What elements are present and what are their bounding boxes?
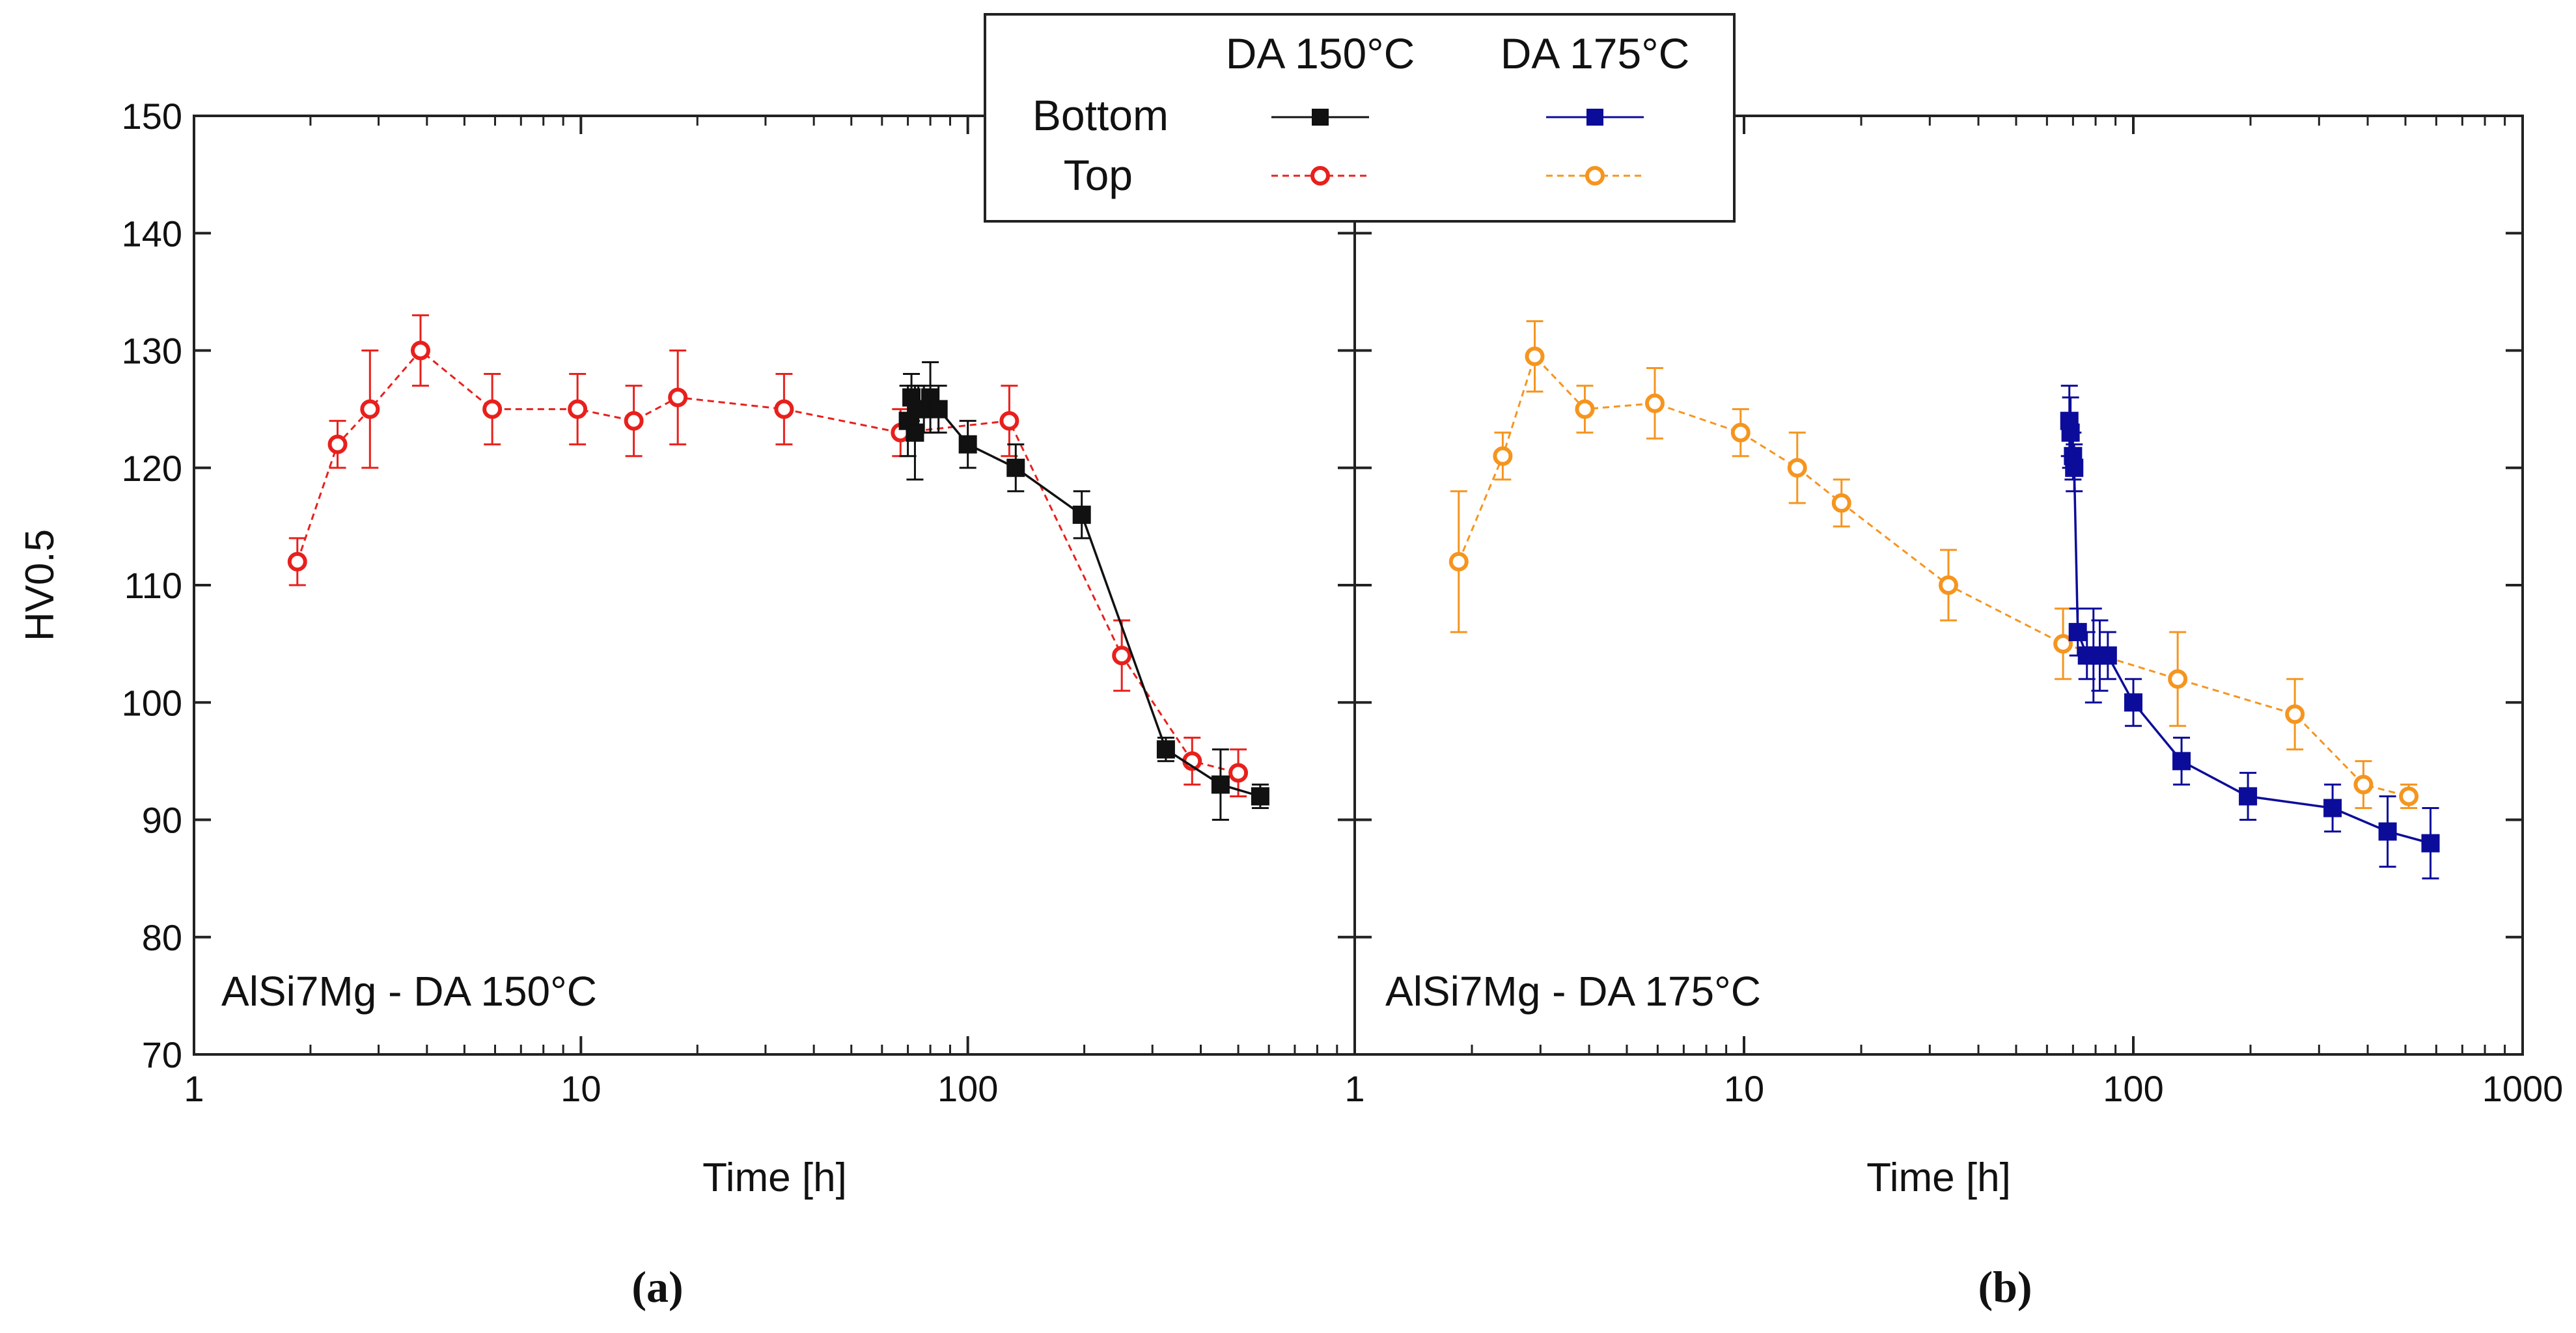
panel-b-annotation: AlSi7Mg - DA 175°C [1385, 968, 1761, 1015]
data-point-top175 [2053, 634, 2073, 654]
legend-row-bottom: Bottom [1032, 91, 1169, 139]
y-tick-label: 150 [122, 96, 182, 137]
legend-marker-bottom175 [1586, 109, 1603, 126]
data-point-top175 [1575, 399, 1595, 419]
legend-marker-top150 [1310, 166, 1330, 186]
x-tick-label: 1 [1344, 1068, 1364, 1109]
panel-a-x-axis-label: Time [h] [702, 1155, 847, 1200]
data-point-bottom150 [929, 400, 948, 419]
y-tick-label: 70 [142, 1034, 182, 1075]
y-tick-label: 100 [122, 682, 182, 723]
x-tick-label: 1 [184, 1068, 204, 1109]
data-point-bottom150 [1156, 740, 1175, 759]
panel-b-axes: 1 10 100 1000 [1344, 115, 2564, 1109]
data-point-bottom175 [2323, 799, 2342, 818]
data-point-bottom150 [1006, 458, 1025, 477]
data-point-top175 [1644, 393, 1665, 413]
data-point-bottom150 [1251, 787, 1269, 806]
panel-b-series [1448, 320, 2440, 880]
data-point-bottom175 [2239, 787, 2258, 806]
data-point-top175 [2353, 775, 2374, 795]
data-point-bottom150 [1072, 505, 1091, 524]
x-tick-label: 10 [1724, 1068, 1764, 1109]
data-point-bottom150 [958, 435, 977, 454]
data-point-top150 [774, 399, 794, 419]
x-tick-label: 10 [561, 1068, 601, 1109]
data-point-top150 [1112, 646, 1132, 666]
data-point-top175 [1448, 551, 1469, 571]
data-point-top150 [410, 340, 430, 361]
data-point-top150 [287, 551, 307, 571]
data-point-top175 [1730, 422, 1751, 443]
series-line-top175 [1458, 354, 2409, 797]
data-point-bottom175 [2068, 623, 2087, 642]
data-point-top150 [668, 387, 688, 407]
data-point-bottom175 [2065, 458, 2084, 477]
y-tick-label: 90 [142, 800, 182, 841]
legend: DA 150°C DA 175°C Bottom Top [984, 13, 1736, 223]
data-point-top175 [1938, 575, 1958, 595]
data-point-top175 [1831, 493, 1851, 513]
data-point-top150 [568, 399, 588, 419]
data-point-top175 [2168, 669, 2188, 689]
y-tick-label: 140 [122, 213, 182, 254]
x-tick-label: 100 [937, 1068, 998, 1109]
legend-col-da175: DA 175°C [1501, 29, 1690, 77]
x-tick-label: 1000 [2482, 1068, 2564, 1109]
panel-a-plot-area [193, 115, 1356, 1056]
y-tick-label: 120 [122, 448, 182, 489]
data-point-bottom175 [2124, 693, 2142, 712]
data-point-top150 [999, 411, 1019, 431]
y-tick-label: 130 [122, 331, 182, 372]
data-point-bottom175 [2098, 646, 2117, 665]
data-point-bottom150 [906, 423, 924, 442]
data-point-top175 [2399, 786, 2419, 806]
data-point-bottom150 [1211, 775, 1230, 794]
legend-row-top: Top [1064, 151, 1133, 199]
series-line-top150 [296, 349, 1239, 774]
data-point-top175 [1493, 446, 1513, 466]
legend-symbols [1271, 109, 1644, 186]
x-tick-label: 100 [2103, 1068, 2163, 1109]
data-point-bottom175 [2061, 423, 2080, 442]
panel-b-label: (b) [1978, 1262, 2032, 1312]
data-point-bottom175 [2172, 752, 2191, 771]
data-point-top150 [1228, 763, 1249, 783]
data-point-top175 [1525, 346, 1545, 366]
data-point-top175 [1787, 458, 1807, 478]
data-point-top150 [327, 434, 348, 454]
data-point-top150 [360, 399, 380, 419]
legend-col-da150: DA 150°C [1226, 29, 1415, 77]
panel-a-label: (a) [631, 1262, 683, 1312]
panel-a-y-axis-label: HV0.5 [18, 529, 62, 641]
y-tick-label: 80 [142, 917, 182, 958]
legend-marker-top175 [1585, 166, 1605, 186]
data-point-bottom175 [2378, 822, 2397, 841]
data-point-top150 [482, 399, 503, 419]
panel-b-x-axis-label: Time [h] [1866, 1155, 2011, 1200]
legend-marker-bottom150 [1312, 109, 1329, 126]
panel-a-series [287, 314, 1269, 821]
data-point-top175 [2285, 704, 2305, 724]
panel-a-annotation: AlSi7Mg - DA 150°C [221, 968, 597, 1015]
data-point-bottom175 [2421, 834, 2440, 853]
data-point-top150 [624, 411, 644, 431]
y-tick-label: 110 [124, 565, 182, 606]
